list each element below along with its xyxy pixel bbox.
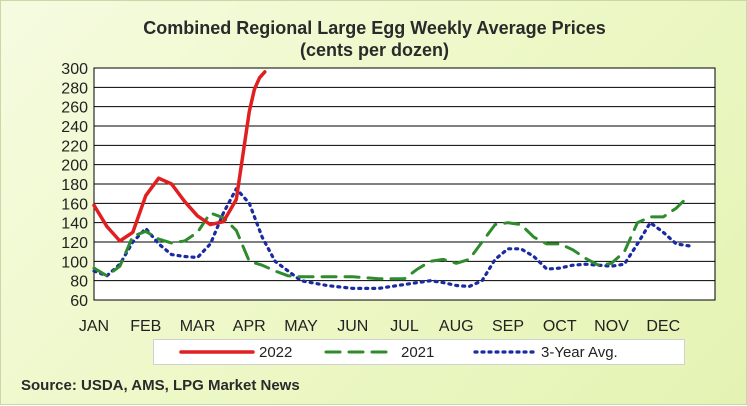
chart-title-line1: Combined Regional Large Egg Weekly Avera… bbox=[143, 18, 606, 38]
x-tick-label: JUN bbox=[337, 318, 368, 335]
y-tick-label: 100 bbox=[61, 254, 88, 271]
x-tick-label: FEB bbox=[130, 318, 161, 335]
x-tick-label: JUL bbox=[390, 318, 419, 335]
series-line-2021 bbox=[92, 194, 691, 281]
x-tick-label: NOV bbox=[594, 318, 629, 335]
series-line-2022 bbox=[92, 70, 267, 243]
chart-subtitle: (cents per dozen) bbox=[299, 40, 450, 60]
y-tick-label: 280 bbox=[61, 80, 88, 97]
y-tick-label: 80 bbox=[70, 274, 88, 291]
y-tick-label: 180 bbox=[61, 177, 88, 194]
plot-border bbox=[93, 67, 716, 301]
x-tick-label: SEP bbox=[492, 318, 524, 335]
chart-title: Combined Regional Large Egg Weekly Avera… bbox=[1, 17, 747, 61]
x-tick-label: AUG bbox=[439, 318, 474, 335]
source-note: Source: USDA, AMS, LPG Market News bbox=[21, 377, 300, 394]
x-tick-label: APR bbox=[233, 318, 266, 335]
x-tick-label: OCT bbox=[543, 318, 577, 335]
y-tick-label: 220 bbox=[61, 138, 88, 155]
legend-label: 3-Year Avg. bbox=[541, 344, 618, 361]
legend-label: 2021 bbox=[401, 344, 434, 361]
y-tick-label: 240 bbox=[61, 119, 88, 136]
y-tick-label: 200 bbox=[61, 158, 88, 175]
y-tick-label: 300 bbox=[61, 61, 88, 78]
y-tick-label: 260 bbox=[61, 100, 88, 117]
y-tick-label: 120 bbox=[61, 235, 88, 252]
y-tick-label: 140 bbox=[61, 216, 88, 233]
x-tick-label: MAY bbox=[284, 318, 318, 335]
x-tick-label: DEC bbox=[646, 318, 680, 335]
x-tick-label: JAN bbox=[79, 318, 109, 335]
y-tick-label: 60 bbox=[70, 293, 88, 310]
y-tick-label: 160 bbox=[61, 196, 88, 213]
x-tick-label: MAR bbox=[180, 318, 216, 335]
legend-label: 2022 bbox=[259, 344, 292, 361]
